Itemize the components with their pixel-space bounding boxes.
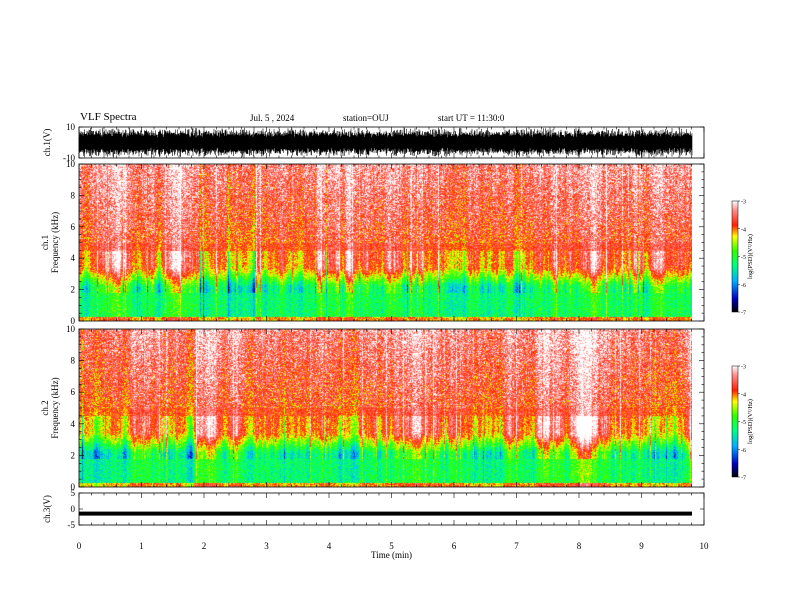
y-tick-label-ch1-spectrogram: 10 bbox=[66, 159, 76, 169]
colorbar-tick-label: -5 bbox=[741, 420, 746, 426]
x-tick-label: 0 bbox=[77, 541, 82, 551]
x-tick-label: 7 bbox=[514, 541, 519, 551]
colorbar-tick-label: -5 bbox=[741, 255, 746, 261]
y-tick-label-ch2-spectrogram: 8 bbox=[71, 356, 76, 366]
ch1-spectrogram-image bbox=[79, 164, 692, 321]
colorbar-tick-label: -7 bbox=[741, 311, 746, 317]
x-tick-label: 2 bbox=[202, 541, 207, 551]
start-time-label: start UT = 11:30:0 bbox=[438, 113, 505, 123]
x-tick-label: 6 bbox=[452, 541, 457, 551]
colorbar-tick-label: -4 bbox=[741, 227, 746, 233]
y-tick-label-ch3-waveform: 0 bbox=[71, 504, 76, 514]
colorbar-label: log(PSD)(V²/Hz) bbox=[747, 234, 754, 279]
colorbar-label: log(PSD)(V²/Hz) bbox=[747, 399, 754, 444]
colorbar-ch1-spectrogram bbox=[731, 200, 739, 313]
y-axis-label-ch1-spectrogram: Frequency (kHz) bbox=[50, 212, 60, 273]
colorbar-tick-label: -3 bbox=[741, 200, 746, 206]
y-tick-label-ch2-spectrogram: 10 bbox=[66, 324, 76, 334]
y-tick-label-ch2-spectrogram: 0 bbox=[71, 482, 76, 492]
x-tick-label: 5 bbox=[389, 541, 394, 551]
station-label: station=OUJ bbox=[343, 113, 389, 123]
x-tick-label: 1 bbox=[139, 541, 144, 551]
y-tick-label-ch1-waveform: 10 bbox=[66, 122, 76, 132]
y-tick-label-ch3-waveform: -5 bbox=[68, 520, 76, 530]
y-tick-label-ch2-spectrogram: 4 bbox=[71, 419, 76, 429]
y-axis-label-ch3-waveform: ch.3(V) bbox=[42, 495, 52, 523]
y-tick-label-ch1-spectrogram: 6 bbox=[71, 222, 76, 232]
colorbar-ch2-spectrogram bbox=[731, 365, 739, 478]
x-axis-label: Time (min) bbox=[371, 550, 412, 560]
y-tick-label-ch2-spectrogram: 2 bbox=[71, 450, 76, 460]
x-tick-label: 4 bbox=[327, 541, 332, 551]
x-tick-label: 9 bbox=[639, 541, 644, 551]
colorbar-tick-label: -3 bbox=[741, 365, 746, 371]
y-tick-label-ch1-spectrogram: 2 bbox=[71, 285, 76, 295]
channel-label-ch1-spectrogram: ch.1 bbox=[40, 235, 50, 250]
ch2-spectrogram-image bbox=[79, 329, 692, 487]
spectrogram-layer bbox=[78, 127, 693, 516]
y-axis-label-ch1-waveform: ch.1(V) bbox=[42, 129, 52, 157]
x-tick-label: 8 bbox=[577, 541, 582, 551]
y-tick-label-ch1-spectrogram: 8 bbox=[71, 190, 76, 200]
y-tick-label-ch1-spectrogram: 4 bbox=[71, 253, 76, 263]
ch1-waveform-trace bbox=[78, 127, 693, 158]
x-tick-label: 10 bbox=[700, 541, 710, 551]
ch3-waveform-trace bbox=[79, 511, 692, 516]
y-tick-label-ch3-waveform: 5 bbox=[71, 488, 76, 498]
y-axis-label-ch2-spectrogram: Frequency (kHz) bbox=[50, 377, 60, 438]
x-tick-label: 3 bbox=[264, 541, 269, 551]
date-label: Jul. 5 , 2024 bbox=[250, 113, 295, 123]
axes-layer bbox=[78, 126, 740, 526]
colorbar-tick-label: -6 bbox=[741, 448, 746, 454]
colorbar-tick-label: -4 bbox=[741, 392, 746, 398]
colorbar-tick-label: -6 bbox=[741, 283, 746, 289]
y-tick-label-ch1-waveform: -10 bbox=[63, 153, 75, 163]
y-tick-label-ch2-spectrogram: 6 bbox=[71, 387, 76, 397]
colorbar-tick-label: -7 bbox=[741, 476, 746, 482]
plot-title: VLF Spectra bbox=[80, 111, 137, 123]
y-tick-label-ch1-spectrogram: 0 bbox=[71, 316, 76, 326]
channel-label-ch2-spectrogram: ch.2 bbox=[40, 400, 50, 415]
